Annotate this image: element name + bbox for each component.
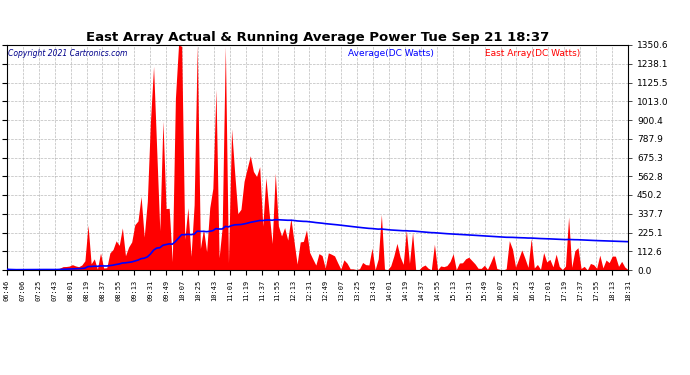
Text: Average(DC Watts): Average(DC Watts): [348, 50, 434, 58]
Text: Copyright 2021 Cartronics.com: Copyright 2021 Cartronics.com: [8, 50, 128, 58]
Text: East Array(DC Watts): East Array(DC Watts): [485, 50, 580, 58]
Title: East Array Actual & Running Average Power Tue Sep 21 18:37: East Array Actual & Running Average Powe…: [86, 31, 549, 44]
